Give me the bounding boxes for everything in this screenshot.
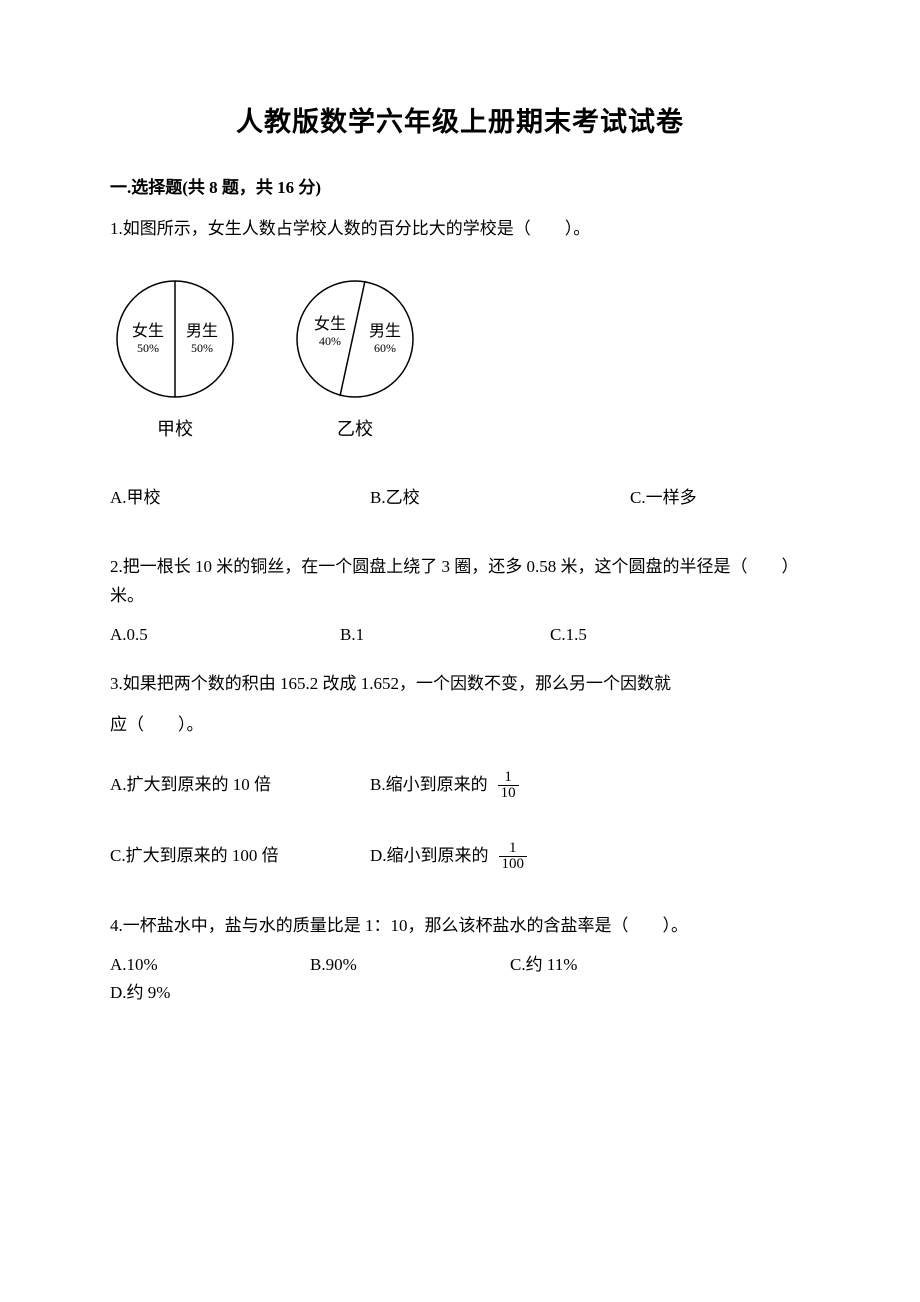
q1-options: A.甲校 B.乙校 C.一样多 [110,484,810,513]
fraction-num: 1 [498,770,519,786]
pie-yi-right-label: 男生 [369,322,401,340]
question-2: 2.把一根长 10 米的铜丝，在一个圆盘上绕了 3 圈，还多 0.58 米，这个… [110,553,810,650]
q1-option-b: B.乙校 [370,484,590,513]
q3-option-b: B.缩小到原来的 1 10 [370,770,630,801]
pie-jia-right-pct: 50% [191,341,213,355]
q1-option-a: A.甲校 [110,484,330,513]
q3-option-c: C.扩大到原来的 100 倍 [110,841,370,872]
pie-yi-right-pct: 60% [374,341,396,355]
question-3-line1: 3.如果把两个数的积由 165.2 改成 1.652，一个因数不变，那么另一个因… [110,670,810,699]
fraction-num: 1 [499,841,528,857]
q3-option-b-prefix: B.缩小到原来的 [370,771,488,800]
question-3-line2: 应（ ）。 [110,711,810,740]
q3-option-c-text: C.扩大到原来的 100 倍 [110,842,279,871]
q3-option-d: D.缩小到原来的 1 100 [370,841,630,872]
q2-option-b: B.1 [340,621,510,650]
q1-diagrams: 女生 50% 男生 50% 甲校 女生 40% 男生 60% 乙校 [110,274,810,445]
q4-option-d: D.约 9% [110,979,170,1008]
q1-option-c: C.一样多 [630,484,697,513]
q2-option-c: C.1.5 [550,621,587,650]
question-2-text: 2.把一根长 10 米的铜丝，在一个圆盘上绕了 3 圈，还多 0.58 米，这个… [110,553,810,611]
question-4-text: 4.一杯盐水中，盐与水的质量比是 1：10，那么该杯盐水的含盐率是（ ）。 [110,912,810,941]
fraction-den: 10 [498,786,519,801]
q1-pie-jia: 女生 50% 男生 50% 甲校 [110,274,240,445]
question-4: 4.一杯盐水中，盐与水的质量比是 1：10，那么该杯盐水的含盐率是（ ）。 A.… [110,912,810,1009]
q3-option-a-text: A.扩大到原来的 10 倍 [110,771,271,800]
q1-pie-yi: 女生 40% 男生 60% 乙校 [290,274,420,445]
pie-yi-left-label: 女生 [314,314,346,333]
q2-options: A.0.5 B.1 C.1.5 [110,621,810,650]
pie-jia-caption: 甲校 [157,414,193,445]
q4-options: A.10% B.90% C.约 11% D.约 9% [110,951,810,1009]
page-title: 人教版数学六年级上册期末考试试卷 [110,100,810,146]
question-3: 3.如果把两个数的积由 165.2 改成 1.652，一个因数不变，那么另一个因… [110,670,810,872]
fraction-1-100: 1 100 [499,841,528,872]
section-1-heading: 一.选择题(共 8 题，共 16 分) [110,174,810,203]
pie-chart-jia-icon: 女生 50% 男生 50% [110,274,240,404]
q4-option-c: C.约 11% [510,951,670,980]
question-1: 1.如图所示，女生人数占学校人数的百分比大的学校是（ ）。 女生 50% 男生 … [110,215,810,513]
exam-page: 人教版数学六年级上册期末考试试卷 一.选择题(共 8 题，共 16 分) 1.如… [0,0,920,1302]
q3-option-d-prefix: D.缩小到原来的 [370,842,489,871]
q3-option-a: A.扩大到原来的 10 倍 [110,770,370,801]
pie-yi-caption: 乙校 [337,414,373,445]
pie-yi-left-pct: 40% [319,334,341,348]
fraction-1-10: 1 10 [498,770,519,801]
question-1-text: 1.如图所示，女生人数占学校人数的百分比大的学校是（ ）。 [110,215,810,244]
q2-option-a: A.0.5 [110,621,300,650]
q4-option-b: B.90% [310,951,470,980]
pie-jia-left-pct: 50% [137,341,159,355]
fraction-den: 100 [499,857,528,872]
pie-jia-right-label: 男生 [186,322,218,340]
q4-option-a: A.10% [110,951,270,980]
pie-chart-yi-icon: 女生 40% 男生 60% [290,274,420,404]
pie-jia-left-label: 女生 [132,321,164,340]
q3-options: A.扩大到原来的 10 倍 B.缩小到原来的 1 10 C.扩大到原来的 100… [110,770,810,872]
